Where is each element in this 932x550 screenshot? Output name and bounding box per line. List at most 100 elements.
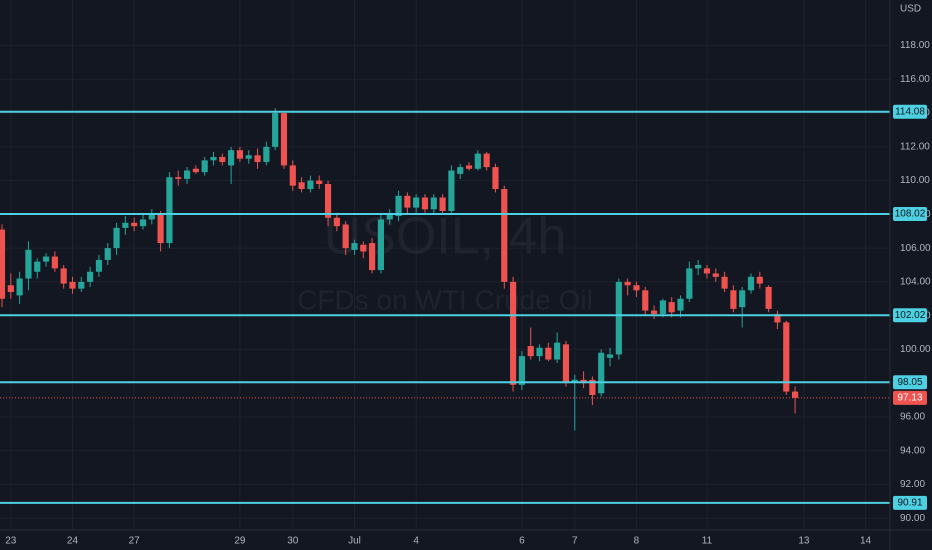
candle-body bbox=[413, 197, 420, 208]
candle-body bbox=[42, 256, 50, 262]
candle-body bbox=[721, 276, 728, 289]
candle-body bbox=[219, 156, 226, 163]
candle-body bbox=[201, 160, 208, 173]
candle-body bbox=[650, 310, 658, 314]
candle-body bbox=[360, 244, 367, 252]
last-price-bg bbox=[893, 390, 927, 405]
candle-body bbox=[677, 298, 684, 311]
candle-body bbox=[263, 146, 270, 163]
watermark-symbol: USOIL, 4h bbox=[324, 208, 567, 266]
candle-body bbox=[562, 344, 570, 384]
candle-body bbox=[554, 342, 561, 360]
candle-body bbox=[756, 276, 763, 284]
candle-body bbox=[166, 177, 173, 244]
x-tick-label: 23 bbox=[5, 536, 17, 547]
x-tick-label: 29 bbox=[234, 536, 246, 547]
candle-body bbox=[316, 180, 323, 184]
candle-body bbox=[139, 219, 147, 227]
candle-body bbox=[527, 346, 534, 357]
x-tick-label: 8 bbox=[634, 536, 640, 547]
candle-body bbox=[51, 256, 58, 269]
y-tick-label: 94.00 bbox=[900, 445, 925, 456]
candle-body bbox=[104, 248, 111, 260]
candle-body bbox=[298, 182, 305, 190]
candle-body bbox=[131, 222, 138, 227]
candle-body bbox=[34, 261, 41, 272]
candle-body bbox=[386, 214, 393, 220]
candle-body bbox=[369, 243, 376, 271]
candle-body bbox=[712, 273, 719, 277]
candle-body bbox=[774, 313, 781, 323]
candle-body bbox=[730, 290, 737, 309]
level-label-bg bbox=[893, 104, 927, 119]
candle-body bbox=[483, 153, 490, 168]
axes: 90.0092.0094.0096.0098.00100.00102.00104… bbox=[5, 40, 931, 546]
candle-body bbox=[421, 197, 429, 210]
y-tick-label: 118.00 bbox=[900, 40, 930, 51]
candle-body bbox=[183, 170, 191, 179]
candle-body bbox=[739, 290, 746, 308]
y-tick-label: 116.00 bbox=[900, 74, 930, 85]
candle-body bbox=[25, 249, 32, 279]
candle-body bbox=[192, 168, 199, 173]
level-label-bg bbox=[893, 375, 927, 390]
candle-body bbox=[210, 156, 217, 161]
candle-body bbox=[16, 278, 23, 296]
candle-body bbox=[60, 268, 67, 284]
candle-body bbox=[342, 224, 349, 249]
candle-body bbox=[289, 165, 296, 186]
plot bbox=[0, 108, 890, 504]
candle-body bbox=[624, 281, 631, 286]
candle-body bbox=[377, 219, 384, 271]
candle-body bbox=[395, 195, 402, 217]
y-tick-label: 106.00 bbox=[900, 243, 931, 254]
candle-body bbox=[615, 281, 622, 355]
candle-body bbox=[510, 281, 517, 385]
y-tick-label: 90.00 bbox=[900, 513, 925, 524]
level-label: 108.02 bbox=[895, 209, 926, 220]
candle-body bbox=[69, 281, 76, 289]
x-tick-label: 13 bbox=[798, 536, 810, 547]
candle-body bbox=[245, 155, 252, 159]
candle-body bbox=[492, 167, 499, 190]
level-label-bg bbox=[893, 308, 927, 323]
x-tick-label: 14 bbox=[860, 536, 872, 547]
candle-body bbox=[633, 285, 640, 291]
candle-body bbox=[501, 189, 508, 282]
candle-body bbox=[280, 113, 288, 166]
x-tick-label: 11 bbox=[702, 536, 713, 547]
candle-body bbox=[95, 259, 103, 272]
candle-body bbox=[545, 347, 552, 360]
y-tick-label: 92.00 bbox=[900, 479, 925, 490]
grid bbox=[0, 0, 890, 530]
x-tick-label: 27 bbox=[129, 536, 141, 547]
candle-body bbox=[430, 197, 437, 210]
x-tick-label: 30 bbox=[287, 536, 299, 547]
candle-body bbox=[536, 347, 543, 357]
level-label: 114.08 bbox=[895, 106, 925, 117]
x-tick-label: 24 bbox=[67, 536, 79, 547]
candle-body bbox=[457, 167, 464, 174]
x-tick-label: 7 bbox=[572, 536, 578, 547]
candle-body bbox=[0, 229, 6, 299]
candle-body bbox=[695, 265, 702, 269]
candle-body bbox=[642, 290, 649, 311]
candle-body bbox=[254, 155, 261, 163]
y-tick-label: 112.00 bbox=[900, 141, 930, 152]
candle-body bbox=[148, 214, 155, 220]
candle-body bbox=[765, 286, 772, 309]
x-tick-label: 4 bbox=[413, 536, 419, 547]
watermark-description: CFDs on WTI Crude Oil bbox=[297, 284, 593, 315]
y-tick-label: 110.00 bbox=[900, 175, 930, 186]
candle-body bbox=[236, 150, 244, 159]
candle-body bbox=[157, 214, 164, 244]
level-label-bg bbox=[893, 207, 927, 222]
candle-body bbox=[351, 243, 358, 250]
candle-body bbox=[228, 150, 235, 166]
x-tick-label: 6 bbox=[519, 536, 525, 547]
candle-body bbox=[113, 227, 120, 249]
candle-body bbox=[668, 302, 675, 313]
candle-body bbox=[448, 170, 455, 211]
